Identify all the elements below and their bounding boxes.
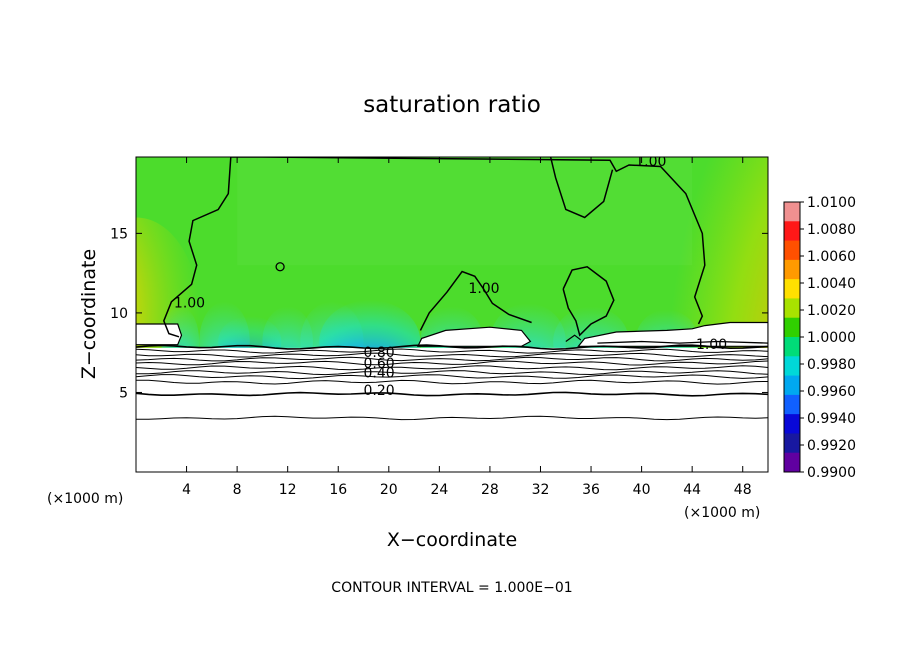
contour-line <box>136 344 768 351</box>
plot-frame <box>135 156 769 473</box>
colorbar-swatch <box>784 298 800 319</box>
colorbar-swatch <box>784 221 800 242</box>
colorbar-tick-label: 1.0020 <box>807 303 856 319</box>
y-tick-label: 10 <box>110 306 128 322</box>
colorbar-swatch <box>784 337 800 357</box>
x-axis: 4 8 12 16 20 24 28 32 36 40 44 48 <box>182 157 752 498</box>
contour-interval-note: CONTOUR INTERVAL = 1.000E−01 <box>331 580 572 596</box>
colorbar-swatch <box>784 279 800 299</box>
x-tick-label: 36 <box>582 482 600 498</box>
contour-line-1.00 <box>562 265 615 337</box>
y-tick-label: 5 <box>119 385 128 401</box>
colorbar-swatch <box>784 452 800 473</box>
colorbar-swatch <box>784 317 800 338</box>
colorbar-tick-label: 1.0100 <box>807 195 856 211</box>
x-tick-label: 44 <box>683 482 701 498</box>
contour-line-1.00 <box>597 340 768 344</box>
colorbar-swatch <box>784 375 800 396</box>
colorbar-swatch <box>784 433 800 454</box>
colorbar-swatch <box>784 240 800 261</box>
contour-line <box>136 391 768 397</box>
contour-line-1.00 <box>565 334 582 342</box>
contour-label: 1.00 <box>635 154 666 170</box>
colorbar-swatch <box>784 202 800 222</box>
x-tick-label: 24 <box>430 482 448 498</box>
colorbar-tick-label: 1.0040 <box>807 276 856 292</box>
y-axis-label: Z−coordinate <box>78 249 100 379</box>
contour-line <box>136 360 768 366</box>
y-axis: 5 10 15 <box>110 226 768 401</box>
cloud-cap <box>136 323 183 346</box>
contour-line <box>136 352 768 358</box>
contour-label: 0.40 <box>364 366 395 382</box>
contour-label: 1.00 <box>696 337 727 353</box>
contour-line-1.00 <box>549 157 614 219</box>
colorbar-swatch <box>784 394 800 415</box>
y-tick-label: 15 <box>110 226 128 242</box>
colorbar-tick-label: 0.9960 <box>807 384 856 400</box>
x-tick-label: 16 <box>329 482 347 498</box>
contour-line-1.00 <box>230 157 706 325</box>
x-tick-label: 48 <box>734 482 752 498</box>
x-tick-label: 12 <box>279 482 297 498</box>
field-upper-band <box>237 157 693 266</box>
cloud-cap <box>416 326 532 347</box>
contour-label: 1.00 <box>174 296 205 312</box>
colorbar-tick-label: 0.9980 <box>807 357 856 373</box>
contour-line <box>136 356 768 362</box>
x-tick-label: 20 <box>380 482 398 498</box>
x-tick-label: 8 <box>233 482 242 498</box>
colorbar-swatch <box>784 356 800 377</box>
contour-line <box>136 374 768 380</box>
contour-line-1.00 <box>419 270 532 331</box>
x-tick-label: 32 <box>532 482 550 498</box>
colorbar-tick-label: 0.9900 <box>807 465 856 481</box>
x-tick-label: 40 <box>633 482 651 498</box>
contour-line <box>136 379 768 385</box>
colorbar-tick-label: 1.0060 <box>807 249 856 265</box>
colorbar: 1.0100 1.0080 1.0060 1.0040 1.0020 1.0000 0.99… <box>783 195 856 481</box>
colorbar-tick-label: 0.9940 <box>807 411 856 427</box>
contour-line <box>136 370 768 376</box>
contour-loop <box>275 262 285 272</box>
colorbar-tick-label: 1.0000 <box>807 330 856 346</box>
contour-label: 0.60 <box>364 356 395 372</box>
cloud-layer <box>136 347 768 472</box>
cloud-cap <box>577 321 768 347</box>
chart-title: saturation ratio <box>363 92 541 118</box>
x-tick-label: 4 <box>182 482 191 498</box>
contour-label: 0.20 <box>364 383 395 399</box>
colorbar-tick-label: 0.9920 <box>807 438 856 454</box>
colorbar-swatch <box>784 414 800 434</box>
contour-line <box>136 348 768 354</box>
contour-line-1.00 <box>162 157 232 338</box>
x-axis-label: X−coordinate <box>387 529 517 551</box>
x-unit-right: (×1000 m) <box>684 505 760 521</box>
contour-label: 0.80 <box>364 345 395 361</box>
plot-area: 1.00 1.00 1.00 1.00 0.800.600.400.20 <box>136 154 768 472</box>
contour-line <box>136 365 768 371</box>
contour-label: 1.00 <box>468 281 499 297</box>
x-tick-label: 28 <box>481 482 499 498</box>
colorbar-tick-label: 1.0080 <box>807 222 856 238</box>
contour-line <box>136 415 768 421</box>
colorbar-swatch <box>784 259 800 280</box>
x-unit-left: (×1000 m) <box>47 491 123 507</box>
